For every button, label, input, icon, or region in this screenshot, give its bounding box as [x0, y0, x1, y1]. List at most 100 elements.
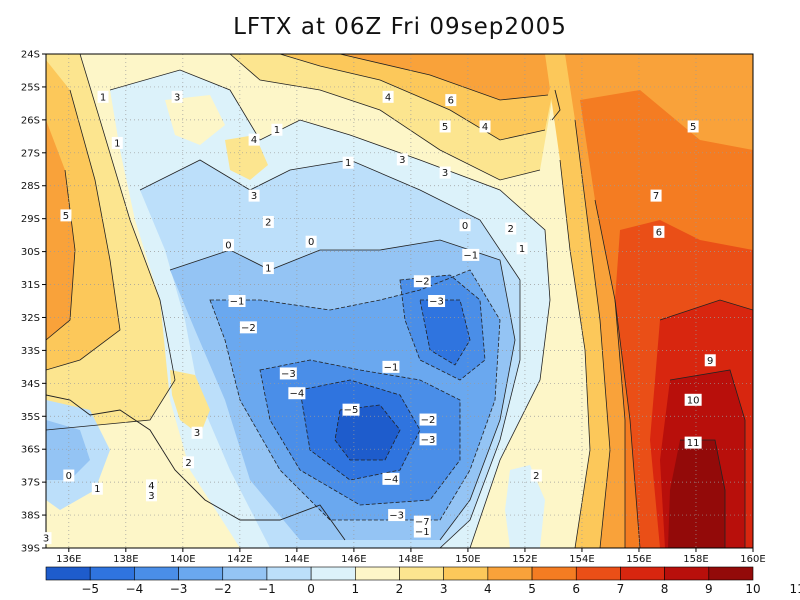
contour-label-text: −3 [429, 297, 444, 308]
contour-label-box [684, 436, 702, 449]
contour-label-box [222, 239, 234, 252]
contour-label-text: 4 [385, 92, 391, 103]
coastline [46, 89, 561, 541]
contour-line [594, 199, 626, 548]
contour-line [419, 299, 471, 366]
contour-label-text: −3 [421, 435, 436, 446]
contour-label-box [388, 509, 406, 522]
colorbar-label: −1 [258, 582, 276, 596]
colorbar-swatch [178, 566, 224, 581]
longitude-label: 146E [341, 554, 366, 565]
colorbar-label: 9 [705, 582, 713, 596]
latitude-label: 31S [21, 280, 40, 291]
longitude-label: 150E [455, 554, 480, 565]
latitude-label: 27S [21, 148, 40, 159]
longitude-label: 140E [170, 554, 195, 565]
contour-label: 7 [650, 189, 662, 202]
contour-label-text: −4 [384, 474, 399, 485]
contour-line [669, 369, 746, 548]
latitude-label: 28S [21, 181, 40, 192]
contour-label-text: 1 [100, 92, 106, 103]
contour-label: 3 [171, 90, 183, 103]
contour-label-text: −2 [421, 415, 436, 426]
contour-label-box [342, 403, 360, 416]
contour-label-text: 0 [225, 241, 231, 252]
contour-label: 6 [445, 94, 457, 107]
latitude-axis: 24S 25S 26S 27S 28S 29S 30S 31S 32S 33S 34S 35S 36S 3… [21, 50, 46, 555]
colorbar-swatch [399, 566, 444, 581]
contour-label-text: 10 [687, 395, 700, 406]
contour-label-box [382, 360, 400, 373]
contour-label-box [462, 248, 480, 261]
contour-label-box [505, 222, 517, 235]
colorbar-label: 10 [745, 582, 760, 596]
colorbar-swatch [45, 566, 91, 581]
colorbar-swatch [620, 566, 665, 581]
contour-label-text: 1 [265, 264, 271, 275]
contour-label: 2 [505, 222, 517, 235]
contour-label-box [191, 426, 203, 439]
longitude-label: 136E [56, 554, 81, 565]
colorbar-swatch [222, 566, 268, 581]
contour-label-text: 0 [66, 471, 72, 482]
contour-label-text: 5 [63, 211, 69, 222]
contour-fill [170, 370, 210, 435]
contour-label-text: 4 [482, 122, 488, 133]
colorbar-label: 7 [617, 582, 625, 596]
colorbar-swatch [134, 566, 179, 581]
coastline-path [46, 394, 346, 541]
contour-label-box [60, 209, 72, 222]
colorbar-swatch [531, 566, 577, 581]
contour-line [299, 379, 421, 481]
longitude-label: 142E [227, 554, 252, 565]
contour-label-box [91, 482, 103, 495]
contour-label: 1 [516, 242, 528, 255]
contour-label-box [650, 189, 662, 202]
longitude-label: 138E [113, 554, 138, 565]
contour-label-text: 0 [462, 221, 468, 232]
contour-label: 3 [191, 426, 203, 439]
contour-label-text: 3 [148, 491, 154, 502]
colorbar-label: 8 [661, 582, 669, 596]
contour-label-text: 2 [265, 217, 271, 228]
longitude-axis: 136E 138E 140E 142E 144E 146E 148E 150E 152E 154E… [56, 548, 766, 565]
latitude-label: 25S [21, 82, 40, 93]
contour-line [139, 159, 521, 548]
contour-label-box [288, 387, 306, 400]
contour-label: 10 [684, 393, 702, 406]
contour-label: 5 [60, 209, 72, 222]
colorbar-label: −3 [170, 582, 188, 596]
contour-label-text: 1 [94, 484, 100, 495]
latitude-label: 32S [21, 313, 40, 324]
colorbar-swatch [487, 566, 533, 581]
colorbar-swatch [708, 566, 754, 581]
filled-contours [46, 54, 753, 548]
contour-label: 1 [91, 482, 103, 495]
contour-label-text: 3 [251, 191, 257, 202]
contour-label-box [439, 166, 451, 179]
map-title: LFTX at 06Z Fri 09sep2005 [233, 14, 567, 40]
colorbar-swatch [664, 566, 710, 581]
contour-label-box [97, 90, 109, 103]
contour-label-text: 1 [519, 244, 525, 255]
longitude-label: 148E [398, 554, 423, 565]
contour-label-text: 6 [448, 96, 454, 107]
contour-line [279, 54, 546, 141]
contour-label: −4 [288, 387, 306, 400]
contour-label: 3 [396, 153, 408, 166]
contour-fill [46, 420, 90, 480]
contour-lines [46, 54, 753, 548]
contour-label-text: 1 [345, 158, 351, 169]
contour-label: 2 [530, 469, 542, 482]
contour-label: −1 [462, 248, 480, 261]
latitude-label: 39S [21, 544, 40, 555]
contour-label-box [183, 456, 195, 469]
contour-label: 0 [63, 469, 75, 482]
contour-label-text: −2 [415, 277, 430, 288]
contour-label: −3 [279, 367, 297, 380]
contour-label: 4 [145, 479, 157, 492]
contour-label-text: −1 [230, 297, 245, 308]
contour-label-box [413, 515, 431, 528]
colorbar-swatch [575, 566, 621, 581]
